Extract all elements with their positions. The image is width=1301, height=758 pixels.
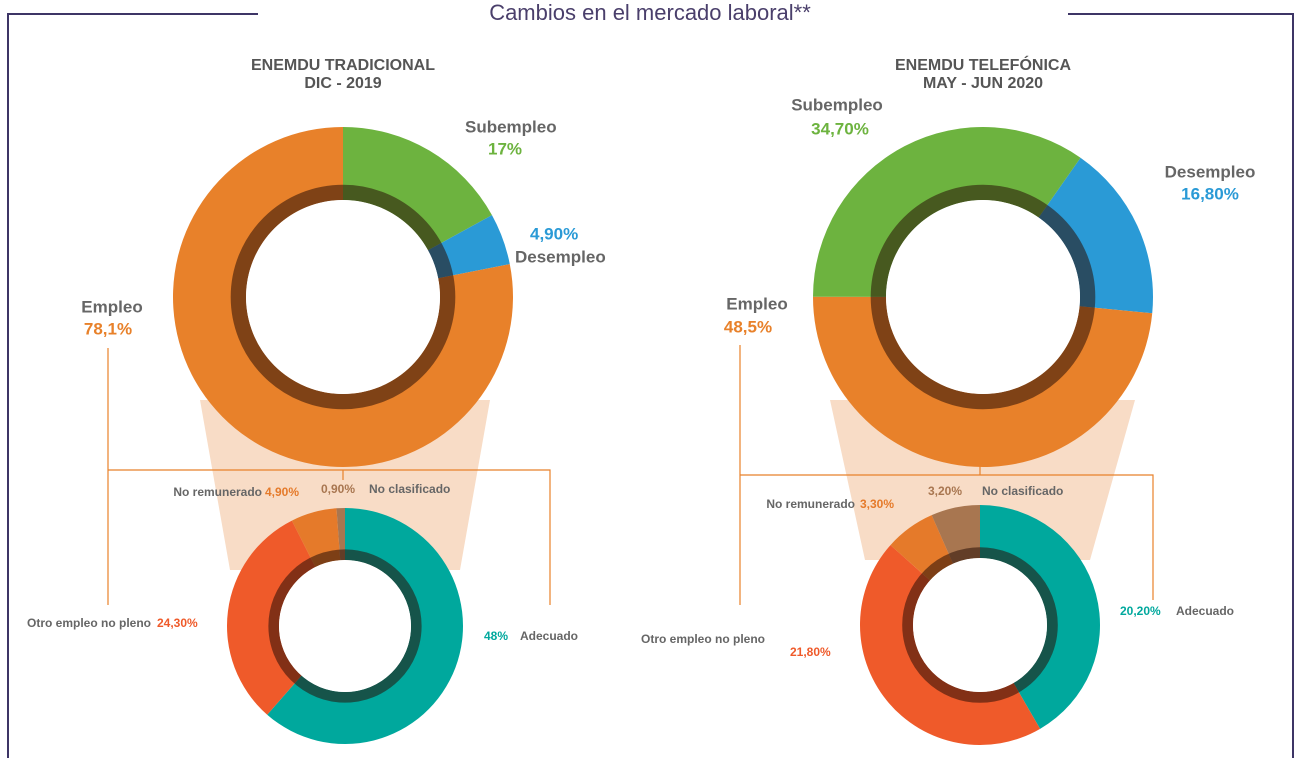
value-label: 3,30% (860, 497, 894, 511)
category-label: Empleo (726, 294, 787, 313)
value-label: 34,70% (811, 119, 869, 138)
category-label: Desempleo (515, 247, 606, 266)
category-label: No clasificado (369, 482, 450, 496)
pie-segment (336, 508, 345, 561)
category-label: Otro empleo no pleno (641, 632, 765, 646)
inner-ring (230, 184, 456, 410)
inner-ring (268, 549, 422, 703)
category-label: Otro empleo no pleno (27, 616, 151, 630)
chart-title: ENEMDU TRADICIONAL (251, 57, 435, 74)
value-label: 20,20% (1120, 604, 1161, 618)
page-title: Cambios en el mercado laboral** (489, 0, 811, 25)
value-label: 0,90% (321, 482, 355, 496)
value-label: 78,1% (84, 319, 132, 338)
category-label: No remunerado (173, 485, 262, 499)
value-label: 3,20% (928, 484, 962, 498)
pie-segment (1038, 157, 1153, 314)
category-label: Adecuado (1176, 604, 1234, 618)
hole (886, 200, 1080, 394)
category-label: Subempleo (791, 95, 883, 114)
category-label: No remunerado (766, 497, 855, 511)
category-label: Adecuado (520, 629, 578, 643)
hole (279, 560, 411, 692)
category-label: Subempleo (465, 117, 557, 136)
chart-subtitle: MAY - JUN 2020 (923, 75, 1043, 92)
pie-segment (813, 296, 1153, 467)
value-label: 16,80% (1181, 184, 1239, 203)
pie-segment (173, 126, 514, 467)
value-label: 17% (488, 139, 522, 158)
category-label: Desempleo (1165, 162, 1256, 181)
value-label: 4,90% (530, 224, 578, 243)
hole (913, 558, 1047, 692)
hole (246, 200, 440, 394)
category-label: Empleo (81, 297, 142, 316)
chart-title: ENEMDU TELEFÓNICA (895, 55, 1071, 74)
pie-segment (267, 508, 463, 744)
value-label: 48% (484, 629, 508, 643)
chart-subtitle: DIC - 2019 (304, 75, 381, 92)
inner-ring (870, 184, 1096, 410)
category-label: No clasificado (982, 484, 1063, 498)
value-label: 48,5% (724, 317, 772, 336)
value-label: 4,90% (265, 485, 299, 499)
value-label: 21,80% (790, 645, 831, 659)
value-label: 24,30% (157, 616, 198, 630)
pie-segment (343, 127, 492, 251)
frame (7, 13, 1294, 758)
inner-ring (902, 547, 1058, 703)
